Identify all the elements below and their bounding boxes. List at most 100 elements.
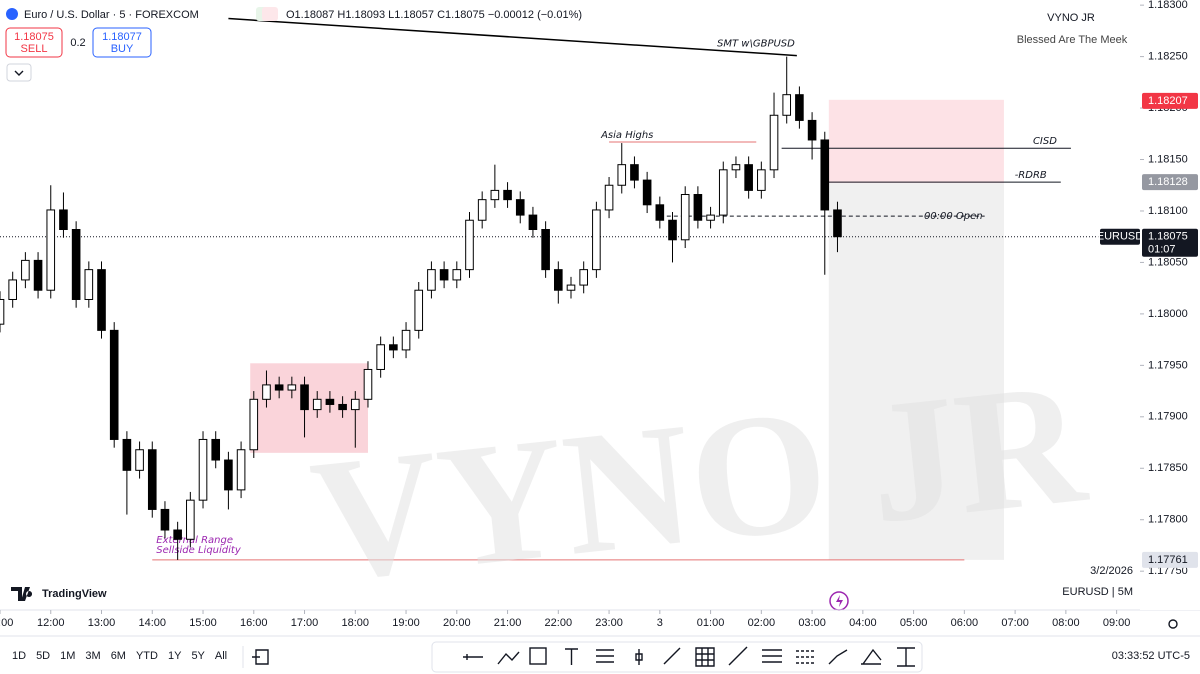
smt-line	[228, 17, 797, 57]
candle-body	[439, 269, 449, 281]
range-button[interactable]: 6M	[111, 650, 126, 662]
candle-body	[109, 329, 119, 440]
symbol-title[interactable]: Euro / U.S. Dollar · 5 · FOREXCOM	[24, 9, 199, 21]
range-button[interactable]: 5Y	[191, 650, 205, 662]
candle-body	[630, 164, 639, 181]
candle-body	[414, 289, 424, 331]
candle-body	[604, 184, 614, 211]
y-tick-label: 1.17900	[1148, 411, 1188, 423]
sell-button[interactable]	[5, 27, 63, 58]
candle-body	[617, 164, 627, 186]
watermark-big: VYNO JR	[304, 344, 1095, 618]
candle-body	[427, 269, 436, 291]
collapse-button[interactable]	[6, 63, 32, 82]
tool-fib[interactable]	[596, 649, 614, 663]
candle-body	[579, 269, 588, 286]
tool-levels[interactable]	[796, 650, 814, 664]
candle-body	[147, 449, 157, 510]
tool-path[interactable]	[497, 651, 520, 665]
candle-body	[807, 119, 817, 141]
price-marker-label: 1.18207	[1148, 95, 1188, 107]
candle-body	[198, 438, 208, 501]
candle-body	[46, 209, 56, 291]
range-button[interactable]: 1Y	[168, 650, 182, 662]
candle-body	[287, 384, 297, 391]
alert-bolt	[836, 595, 843, 607]
tool-ray[interactable]	[663, 647, 681, 665]
x-tick-label: 16:00	[240, 617, 268, 629]
clock: 03:33:52 UTC-5	[1112, 650, 1190, 662]
y-tick-label: 1.17750	[1148, 565, 1188, 577]
y-tick-label: 1.18150	[1148, 153, 1188, 165]
symbol-tag-label: EURUSD	[1097, 231, 1144, 243]
candle-body	[706, 214, 715, 221]
candle-body	[236, 449, 246, 491]
tool-hline[interactable]	[463, 654, 483, 660]
tradingview-logo-icon	[11, 587, 33, 601]
tool-curve[interactable]	[828, 649, 848, 665]
price-marker-label: 1.17761	[1148, 554, 1188, 566]
tool-rect[interactable]	[529, 647, 547, 665]
candle-body	[33, 259, 43, 291]
candle-body	[668, 219, 677, 241]
settings-icon[interactable]	[1168, 619, 1178, 629]
candle-body	[642, 179, 652, 206]
level-label: CISD	[1033, 136, 1057, 147]
tool-trend[interactable]	[728, 646, 748, 666]
candle-body	[21, 259, 30, 281]
candle-body	[820, 139, 830, 211]
y-tick-label: 1.18300	[1148, 0, 1188, 11]
tool-channel[interactable]	[762, 649, 782, 663]
candle-body	[554, 269, 563, 291]
x-tick-label: 04:00	[849, 617, 877, 629]
liquidity-label: Sellside Liquidity	[156, 545, 242, 556]
price-marker	[1142, 174, 1198, 191]
candle-body	[122, 438, 132, 471]
candle-body	[389, 344, 398, 351]
indicator-icon	[262, 7, 278, 21]
candle-body	[528, 214, 538, 231]
tool-measure[interactable]	[897, 647, 915, 667]
range-button[interactable]: YTD	[136, 650, 158, 662]
drawing-tools	[463, 646, 915, 667]
last-price-tag	[1142, 228, 1198, 257]
candle-body	[84, 269, 94, 300]
x-tick-label: 13:00	[88, 617, 116, 629]
candle-body	[97, 269, 106, 331]
tool-grid[interactable]	[695, 647, 715, 667]
candle-body	[795, 94, 804, 121]
x-tick-label: 01:00	[697, 617, 725, 629]
x-tick-label: 12:00	[37, 617, 65, 629]
range-button[interactable]: All	[215, 650, 227, 662]
x-tick-label: 22:00	[545, 617, 573, 629]
range-button[interactable]: 1D	[12, 650, 26, 662]
candle-body	[655, 204, 665, 221]
compare-icon[interactable]	[252, 649, 269, 665]
x-tick-label: 20:00	[443, 617, 471, 629]
candle-body	[0, 298, 5, 325]
candle-body	[566, 284, 576, 291]
range-button[interactable]: 5D	[36, 650, 50, 662]
price-marker-label: 1.18128	[1148, 176, 1188, 188]
candle-body	[731, 164, 741, 171]
zone	[250, 363, 368, 453]
candle-body	[769, 114, 779, 171]
tool-angle[interactable]	[861, 648, 882, 665]
watermark-name: VYNO JR	[1047, 12, 1095, 24]
candle-body	[465, 219, 474, 271]
range-buttons: 1D 5D 1M 3M 6M YTD 1Y 5Y All	[12, 650, 227, 662]
watermark-subtitle: Blessed Are The Meek	[1017, 34, 1128, 46]
range-button[interactable]: 3M	[85, 650, 100, 662]
tool-bar[interactable]	[635, 649, 643, 665]
candle-body	[300, 384, 309, 411]
candle-body	[350, 398, 360, 411]
chart-symbol-info: EURUSD | 5M	[1062, 586, 1133, 598]
x-tick-label: 09:00	[1103, 617, 1131, 629]
tool-text[interactable]	[565, 648, 578, 665]
range-button[interactable]: 1M	[60, 650, 75, 662]
buy-button[interactable]	[92, 27, 152, 58]
candle-body	[224, 459, 233, 491]
x-tick-label: 11:00	[0, 617, 13, 629]
